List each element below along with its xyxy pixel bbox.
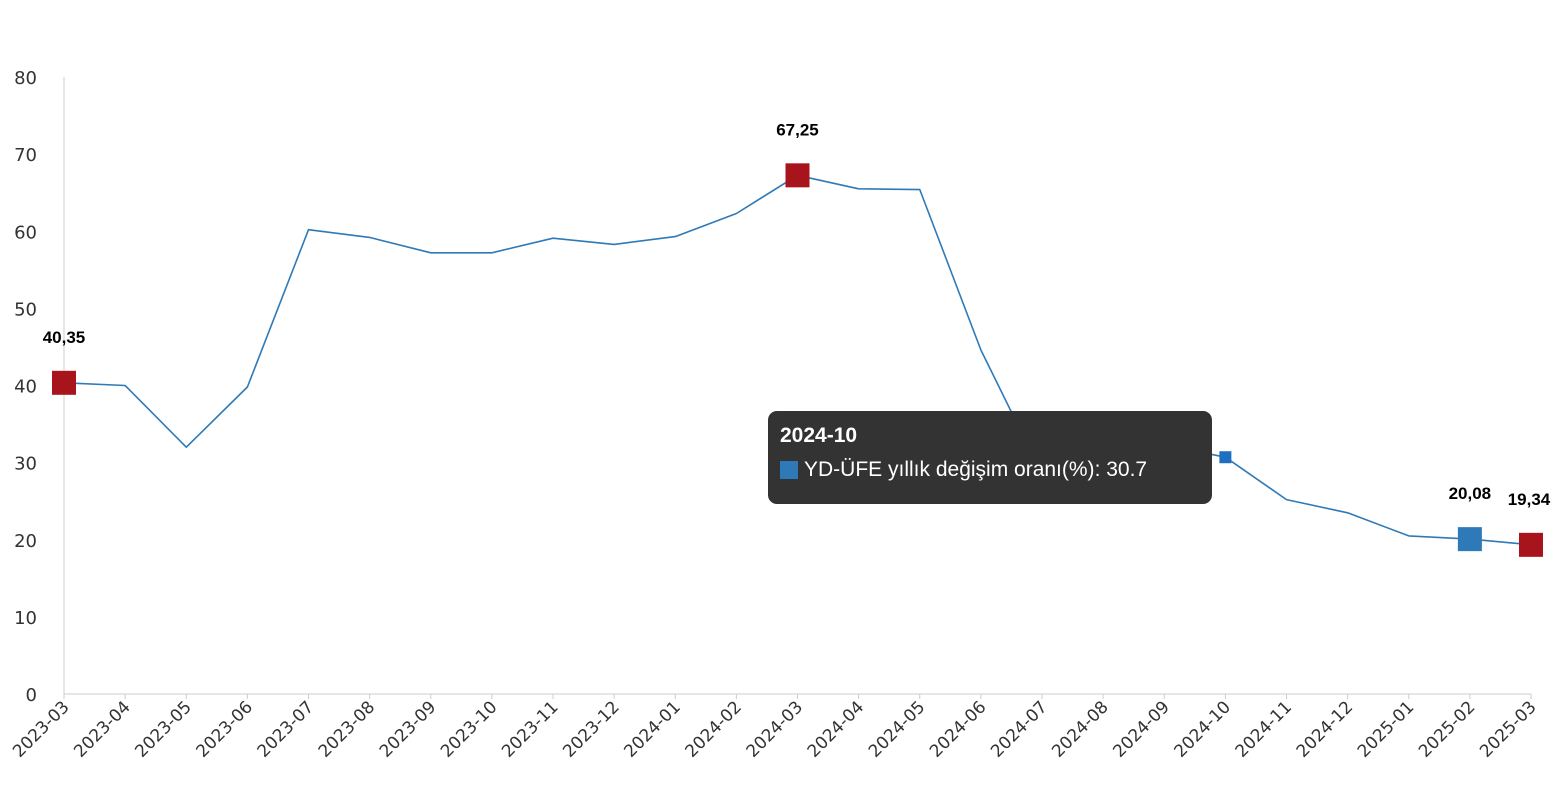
- y-tick-label: 70: [14, 145, 37, 166]
- tooltip-series-label: YD-ÜFE yıllık değişim oranı(%): [804, 458, 1095, 481]
- y-axis-ticks: 0 10 20 30 40 50 60 70 80: [14, 68, 37, 706]
- chart-tooltip: 2024-10 YD-ÜFE yıllık değişim oranı(%): …: [768, 411, 1212, 504]
- y-tick-label: 30: [14, 454, 37, 475]
- x-tick-label: 2025-01: [1354, 697, 1418, 761]
- x-tick-label: 2024-12: [1293, 697, 1357, 761]
- data-labels: 40,35 67,25 20,08 19,34: [43, 120, 1551, 509]
- x-tick-label: 2023-05: [131, 697, 195, 761]
- x-tick-label: 2023-09: [376, 697, 440, 761]
- tooltip-row: YD-ÜFE yıllık değişim oranı(%): 30.7: [780, 457, 1200, 483]
- x-tick-label: 2023-08: [315, 697, 379, 761]
- x-tick-label: 2024-01: [620, 697, 684, 761]
- y-tick-label: 60: [14, 222, 37, 243]
- x-tick-label: 2023-11: [498, 697, 562, 761]
- hovered-point-marker[interactable]: [1219, 451, 1232, 464]
- data-label: 67,25: [776, 120, 819, 139]
- y-tick-label: 40: [14, 377, 37, 398]
- x-tick-label: 2024-03: [743, 697, 807, 761]
- data-label: 40,35: [43, 328, 86, 347]
- x-tick-label: 2024-05: [865, 697, 929, 761]
- tooltip-separator: :: [1094, 458, 1107, 481]
- x-tick-label: 2023-04: [70, 697, 134, 761]
- highlight-point-marker[interactable]: [785, 163, 810, 188]
- y-tick-label: 0: [26, 685, 37, 706]
- x-tick-label: 2023-07: [254, 697, 318, 761]
- x-tick-label: 2024-07: [987, 697, 1051, 761]
- tooltip-swatch: [780, 461, 798, 479]
- highlight-point-marker[interactable]: [52, 370, 76, 395]
- x-tick-label: 2023-10: [437, 697, 501, 761]
- tooltip-title: 2024-10: [780, 424, 858, 447]
- x-tick-label: 2024-06: [926, 697, 990, 761]
- highlight-point-marker[interactable]: [1457, 527, 1482, 552]
- x-tick-label: 2024-02: [682, 697, 746, 761]
- x-tick-label: 2023-06: [193, 697, 257, 761]
- tooltip-value: 30.7: [1106, 458, 1148, 481]
- x-tick-label: 2023-03: [9, 697, 73, 761]
- x-tick-label: 2025-02: [1415, 697, 1479, 761]
- x-tick-label: 2024-09: [1109, 697, 1173, 761]
- x-axis-ticks: 2023-032023-042023-052023-062023-072023-…: [9, 694, 1541, 762]
- y-tick-label: 20: [14, 531, 37, 552]
- data-label: 19,34: [1508, 490, 1551, 509]
- x-tick-label: 2024-11: [1232, 697, 1296, 761]
- highlight-markers[interactable]: [52, 163, 1543, 557]
- y-tick-label: 50: [14, 299, 37, 320]
- x-tick-label: 2024-04: [804, 697, 868, 761]
- highlight-point-marker[interactable]: [1519, 532, 1543, 557]
- y-tick-label: 10: [14, 608, 37, 629]
- x-tick-label: 2023-12: [559, 697, 623, 761]
- x-tick-label: 2024-08: [1048, 697, 1112, 761]
- data-label: 20,08: [1449, 484, 1492, 503]
- x-tick-label: 2025-03: [1476, 697, 1540, 761]
- x-tick-label: 2024-10: [1171, 697, 1235, 761]
- y-tick-label: 80: [14, 68, 37, 89]
